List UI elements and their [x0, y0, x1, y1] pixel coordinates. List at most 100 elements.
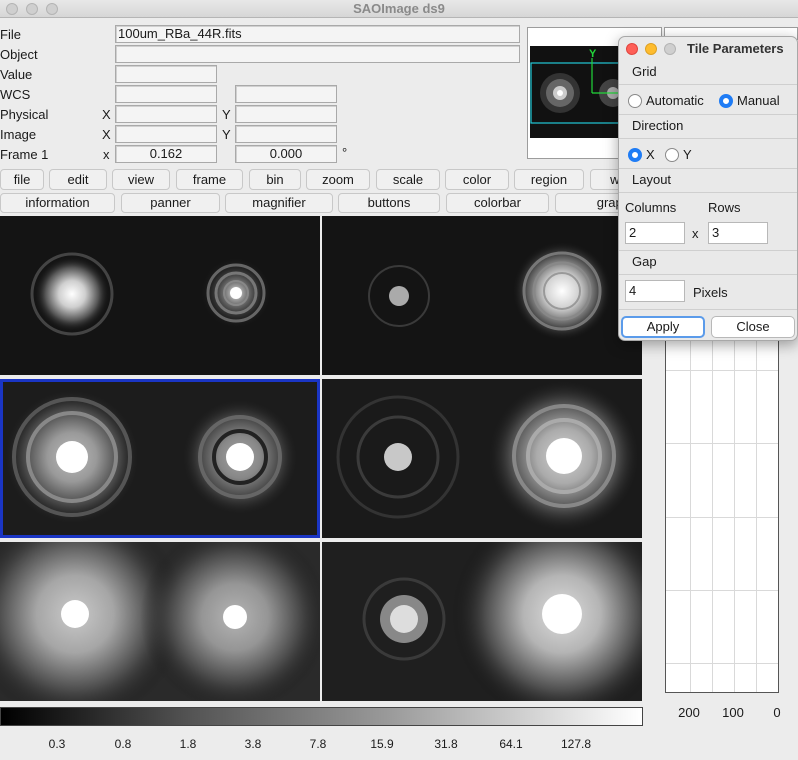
wcs-x-field [115, 85, 217, 103]
frame-1-image [0, 216, 320, 375]
menu-bin-button[interactable]: bin [249, 169, 301, 190]
graph-tick: 100 [722, 705, 744, 720]
graph-gridline [666, 370, 778, 371]
frame-5-image [0, 542, 320, 701]
menu-view-button[interactable]: view [112, 169, 170, 190]
rows-label: Rows [708, 200, 741, 215]
colorbar-tick: 0.3 [48, 737, 66, 751]
dialog-zoom-dot[interactable] [664, 43, 676, 55]
value-label: Value [0, 67, 33, 82]
zoom-field: 0.162 [115, 145, 217, 163]
physical-label: Physical [0, 107, 49, 122]
menu-zoom-button[interactable]: zoom [306, 169, 370, 190]
dialog-separator [619, 274, 797, 275]
direction-y-label[interactable]: Y [683, 147, 692, 162]
tile-parameters-dialog: Tile Parameters Grid Automatic Manual Di… [618, 36, 798, 341]
graph-tick: 200 [678, 705, 700, 720]
graph-gridline [666, 517, 778, 518]
dialog-minimize-dot[interactable] [645, 43, 657, 55]
colorbar[interactable] [0, 707, 643, 726]
dialog-separator [619, 114, 797, 115]
grid-manual-radio[interactable] [719, 94, 733, 108]
image-frame-6[interactable] [322, 542, 642, 701]
colorbar-tick: 31.8 [434, 737, 458, 751]
colorbar-tick: 0.8 [114, 737, 132, 751]
grid-label: Grid [632, 64, 657, 79]
colorbar-tick: 7.8 [309, 737, 327, 751]
pixels-label: Pixels [693, 285, 728, 300]
object-label: Object [0, 47, 38, 62]
layout-label: Layout [632, 172, 672, 187]
graph-gridline [666, 590, 778, 591]
image-x-label: X [102, 127, 111, 142]
colorbar-tick: 64.1 [499, 737, 523, 751]
dialog-title: Tile Parameters [687, 41, 784, 56]
colorbar-tick: 15.9 [370, 737, 394, 751]
zoom-window-button[interactable] [46, 3, 58, 15]
graph-gridline [734, 340, 735, 692]
image-frame-4[interactable] [322, 379, 642, 538]
physical-x-label: X [102, 107, 111, 122]
wcs-label: WCS [0, 87, 31, 102]
button-magnifier[interactable]: magnifier [225, 193, 333, 213]
value-field [115, 65, 217, 83]
frame-6-image [322, 542, 642, 701]
grid-manual-label[interactable]: Manual [737, 93, 780, 108]
image-y-label: Y [222, 127, 231, 142]
rows-input[interactable]: 3 [708, 222, 768, 244]
menu-file-button[interactable]: file [0, 169, 44, 190]
graph-gridline [666, 663, 778, 664]
direction-x-radio[interactable] [628, 148, 642, 162]
button-buttons[interactable]: buttons [338, 193, 440, 213]
image-x-field [115, 125, 217, 143]
grid-automatic-radio[interactable] [628, 94, 642, 108]
direction-x-label[interactable]: X [646, 147, 655, 162]
close-button[interactable]: Close [711, 316, 795, 338]
graph-gridline [690, 340, 691, 692]
frame-label: Frame 1 [0, 147, 49, 162]
direction-label: Direction [632, 118, 684, 133]
menu-scale-button[interactable]: scale [376, 169, 440, 190]
button-colorbar[interactable]: colorbar [446, 193, 549, 213]
object-field [115, 45, 520, 63]
columns-label: Columns [625, 200, 677, 215]
image-frame-2[interactable] [322, 216, 642, 375]
degree-symbol: ° [342, 145, 348, 160]
colorbar-tick: 3.8 [244, 737, 262, 751]
menu-frame-button[interactable]: frame [176, 169, 243, 190]
graph-tick: 0 [773, 705, 781, 720]
dialog-title-bar: Tile Parameters [619, 37, 797, 61]
minimize-window-button[interactable] [26, 3, 38, 15]
apply-button[interactable]: Apply [621, 316, 705, 338]
grid-automatic-label[interactable]: Automatic [646, 93, 704, 108]
button-panner[interactable]: panner [121, 193, 220, 213]
dialog-close-dot[interactable] [626, 43, 638, 55]
dialog-separator [619, 84, 797, 85]
physical-y-label: Y [222, 107, 231, 122]
gap-input[interactable]: 4 [625, 280, 685, 302]
menu-edit-button[interactable]: edit [49, 169, 107, 190]
image-frame-5[interactable] [0, 542, 320, 701]
button-information[interactable]: information [0, 193, 115, 213]
dialog-separator [619, 138, 797, 139]
graph-gridline [666, 443, 778, 444]
physical-y-field [235, 105, 337, 123]
image-frame-1[interactable] [0, 216, 320, 375]
menu-region-button[interactable]: region [514, 169, 584, 190]
direction-y-radio[interactable] [665, 148, 679, 162]
vertical-graph [665, 340, 779, 693]
wcs-y-field [235, 85, 337, 103]
dialog-separator [619, 309, 797, 310]
close-window-button[interactable] [6, 3, 18, 15]
menu-color-button[interactable]: color [445, 169, 509, 190]
frame-2-image [322, 216, 642, 375]
panner-y-label: Y [589, 48, 597, 60]
file-label: File [0, 27, 21, 42]
graph-gridline [756, 340, 757, 692]
image-frame-3-current[interactable] [0, 379, 320, 538]
colorbar-tick: 1.8 [179, 737, 197, 751]
frame-4-image [322, 379, 642, 538]
file-field: 100um_RBa_44R.fits [115, 25, 520, 43]
columns-input[interactable]: 2 [625, 222, 685, 244]
